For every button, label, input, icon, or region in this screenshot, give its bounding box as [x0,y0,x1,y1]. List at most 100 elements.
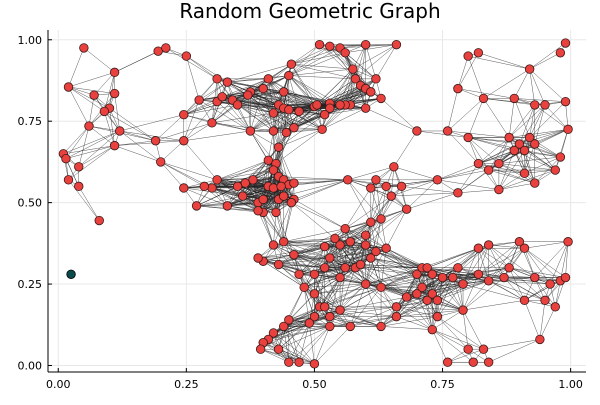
graph-edge-1290 [324,267,366,285]
graph-edge-1977 [498,163,535,184]
graph-node-221 [555,152,566,162]
graph-edge-1606 [432,248,479,275]
graph-edge-548 [352,44,397,70]
graph-edge-250 [263,88,318,106]
graph-edge-1000 [391,192,458,197]
graph-edge-799 [216,179,259,211]
graph-node-81 [212,175,222,185]
graph-node-184 [519,295,530,306]
graph-edge-981 [393,130,418,167]
graph-node-169 [473,269,484,279]
chart-title: Random Geometric Graph [179,0,440,23]
y-tick-labels: 0.00 0.25 0.50 0.75 1.00 [18,34,43,373]
graph-edge-1972 [488,169,525,174]
graph-edge-1397 [303,287,315,317]
graph-edge-300 [288,75,315,107]
graph-node-14 [74,181,84,192]
graph-edge-1389 [319,267,325,307]
graph-node-101 [389,162,399,172]
graph-edge-945 [283,179,348,197]
graph-edge-1978 [488,169,535,184]
graph-edge-1742 [488,241,520,281]
graph-edge-1953 [524,150,556,171]
graph-edge-1138 [324,244,366,247]
graph-edge-1405 [314,293,341,311]
graph-edge-2 [68,72,115,88]
graph-edge-1342 [257,241,284,259]
graph-edge-50 [114,140,156,146]
graph-edge-1775 [524,248,561,281]
graph-edge-1761 [462,277,505,311]
graph-edge-777 [211,187,259,211]
graph-edge-976 [391,166,395,197]
graph-node-66 [360,103,371,113]
graph-node-72 [273,142,284,152]
graph-node-181 [560,272,571,283]
graph-edge-699 [278,176,348,181]
graph-edge-1036 [365,218,382,246]
graph-edge-321 [291,63,356,80]
graph-edge-988 [380,186,402,220]
graph-edge-1876 [468,55,530,70]
graph-edge-958 [273,202,292,246]
graph-edge-933 [275,212,284,242]
graph-edge-1312 [314,287,382,295]
graph-edge-1881 [514,68,530,99]
graph-edge-1887 [529,104,536,138]
graph-edge-1777 [524,248,566,278]
graph-node-52 [319,109,330,120]
graph-edge-1005 [380,186,387,219]
graph-edge-63 [68,179,100,221]
graph-edge-257 [250,112,274,132]
graph-edge-308 [288,52,346,76]
graph-node-117 [340,263,350,273]
graph-edge-1805 [462,300,525,311]
graph-node-174 [504,263,514,273]
graph-node-123 [355,259,366,270]
graph-edge-790 [216,179,259,203]
graph-edge-4 [68,86,115,94]
graph-edge-1307 [365,283,407,298]
graph-edge-320 [291,63,353,70]
graph-edge-169 [222,96,251,132]
graph-edge-1623 [396,300,428,317]
graph-edge-1847 [488,339,540,363]
graph-edge-1 [83,47,115,73]
graph-edge-51 [114,145,161,163]
graph-node-70 [391,39,402,50]
graph-edge-1832 [432,329,484,350]
graph-edge-1022 [385,209,407,249]
x-tick-label-4: 1.00 [558,378,583,391]
graph-edge-1111 [278,244,341,265]
graph-edge-1255 [324,244,366,268]
graph-edge-1305 [365,283,423,288]
graph-node-53 [317,124,327,135]
graph-node-60 [360,39,371,50]
graph-edge-1453 [340,296,407,311]
graph-edge-1505 [273,326,330,334]
graph-edge-43 [119,130,161,163]
graph-node-132 [273,259,284,270]
graph-node-7 [84,121,94,131]
graph-edge-951 [293,199,346,229]
graph-edge-454 [316,78,356,106]
graph-edge-1711 [457,267,489,282]
graph-edge-34 [63,125,90,154]
graph-edge-1518 [263,326,330,343]
graph-node-6 [99,106,110,117]
graph-edge-298 [288,75,300,112]
graph-edge-302 [288,75,330,104]
graph-node-188 [432,311,443,322]
graph-edge-70 [186,55,218,80]
graph-edge-505 [278,129,323,148]
graph-node-146 [268,328,279,338]
graph-node-208 [560,96,571,107]
graph-edge-1893 [529,68,546,106]
graph-edge-982 [393,166,438,181]
graph-node-171 [483,240,494,250]
graph-node-155 [345,321,356,332]
graph-node-214 [514,139,525,149]
graph-edge-1181 [293,254,346,269]
graph-node-216 [519,145,530,156]
